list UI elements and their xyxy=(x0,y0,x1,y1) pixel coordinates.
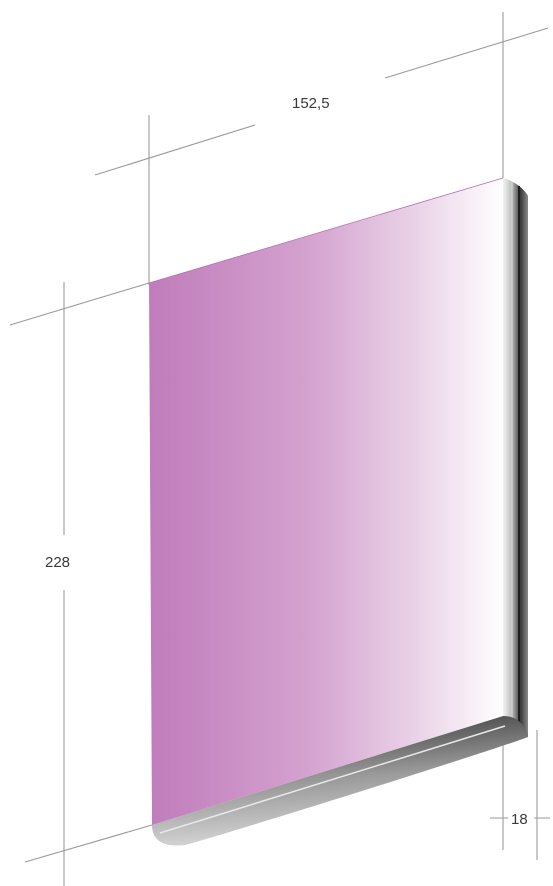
panel-bottom-edge xyxy=(152,716,528,846)
panel-front-face xyxy=(149,178,503,825)
height-dimension-label: 228 xyxy=(45,554,70,571)
extension-line-left-bottom xyxy=(24,824,153,863)
extension-line-left-top xyxy=(9,282,150,326)
width-dimension-line-right xyxy=(384,27,549,79)
dimension-lines xyxy=(9,12,550,886)
panel-side-edge xyxy=(503,178,528,742)
depth-dimension-label: 18 xyxy=(511,811,528,828)
width-dimension-line-left xyxy=(94,124,256,176)
width-dimension-label: 152,5 xyxy=(292,95,330,112)
